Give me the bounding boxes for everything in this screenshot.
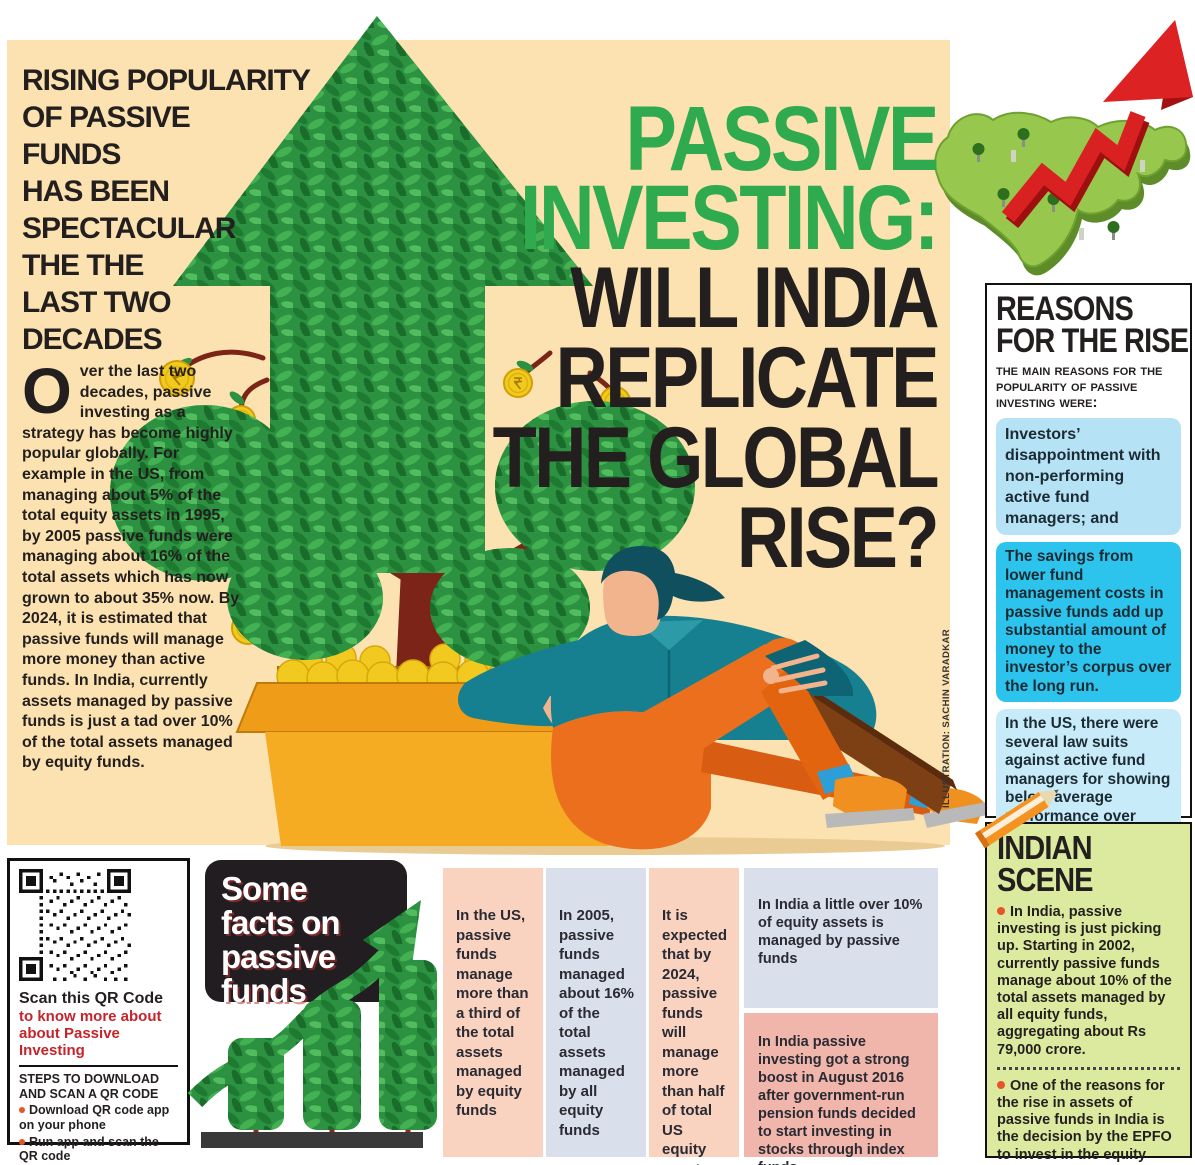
headline-line: FUNDS [22, 138, 121, 171]
qr-steps-title: STEPS TO DOWNLOAD AND SCAN A QR CODE [19, 1072, 160, 1101]
indian-scene-bullet: In India, passive investing is just pick… [997, 904, 1180, 1059]
headline-line: SPECTACULAR [22, 212, 236, 245]
facts-label-box: Some facts on passive funds [205, 860, 407, 1008]
illustrator-credit: ILLUSTRATION: SACHIN VARADKAR [941, 628, 952, 808]
headline-line: THE THE [22, 249, 144, 282]
reasons-title-line: REASONS [996, 290, 1134, 328]
reason-box: The savings from lower fund management c… [996, 542, 1181, 702]
dotted-separator [997, 1066, 1180, 1070]
indian-scene-title-line: INDIAN [997, 829, 1093, 866]
title-green-line: PASSIVE [625, 88, 939, 190]
headline-line: DECADES [22, 323, 163, 356]
reason-box: Investors’ disappointment with non-perfo… [996, 418, 1181, 535]
india-map-growth-illustration [934, 20, 1193, 276]
sitting-man [458, 546, 1001, 850]
intro-text: ver the last two decades, passive invest… [22, 363, 240, 772]
money-tree-illustration [110, 16, 1001, 855]
indian-scene-title: INDIAN SCENE [997, 829, 1158, 898]
qr-step: Run app and scan the QR code [19, 1135, 178, 1165]
main-title: PASSIVE INVESTING: WILL INDIA REPLICATE … [492, 88, 940, 586]
qr-step: Download QR code app on your phone [19, 1103, 178, 1133]
headline-line: RISING POPULARITY [22, 64, 311, 97]
fact-box: It is expected that by 2024, passive fun… [649, 868, 739, 1165]
facts-label-line: facts on [221, 904, 341, 941]
facts-label-line: passive [221, 938, 336, 975]
bullet-dot-icon [19, 1138, 25, 1145]
rising-red-arrow [1001, 20, 1193, 229]
qr-panel: Scan this QR Code to know more about abo… [7, 858, 190, 1163]
title-black-line: THE GLOBAL [492, 410, 940, 506]
bullet-text: In India, passive investing is just pick… [997, 904, 1172, 1058]
fact-box: In India passive investing got a strong … [744, 1013, 938, 1165]
reasons-panel: REASONS FOR THE RISE The main reasons fo… [985, 283, 1192, 851]
reasons-subtitle: The main reasons for the popularity of p… [996, 362, 1163, 411]
title-green-line: INVESTING: [519, 167, 940, 269]
title-black-line: REPLICATE [555, 330, 940, 426]
pencil-icon [974, 789, 1059, 849]
drop-cap: O [22, 355, 72, 427]
reasons-title-line: FOR THE RISE [996, 322, 1189, 360]
step-text: Download QR code app on your phone [19, 1103, 170, 1132]
qr-scan-subtitle: to know more about about Passive Investi… [19, 1008, 162, 1059]
leaf-growth-arrow [187, 900, 421, 1108]
ground-bar [201, 1132, 423, 1148]
facts-label-line: Some [221, 870, 308, 907]
facts-label-line: funds [221, 972, 307, 1009]
headline-line: LAST TWO [22, 286, 172, 319]
qr-scan-title: Scan this QR Code [19, 990, 164, 1007]
title-black-line: RISE? [736, 490, 940, 586]
bullet-dot-icon [997, 907, 1005, 915]
qr-code [19, 869, 132, 981]
fact-box: In India a little over 10% of equity ass… [744, 868, 938, 1008]
map-trees [972, 128, 1145, 240]
headline-line: HAS BEEN [22, 175, 170, 208]
title-black-line: WILL INDIA [570, 250, 939, 346]
reasons-title: REASONS FOR THE RISE [996, 290, 1189, 360]
bullet-dot-icon [19, 1107, 25, 1113]
divider [19, 1065, 178, 1067]
bullet-dot-icon [997, 1080, 1005, 1089]
indian-scene-title-line: SCENE [997, 861, 1094, 898]
step-text: Run app and scan the QR code [19, 1134, 159, 1164]
growing-bushes-illustration [187, 900, 437, 1148]
bullet-text: One of the reasons for the rise in asset… [997, 1077, 1172, 1165]
left-headline: RISING POPULARITY OF PASSIVE FUNDS HAS B… [22, 62, 322, 358]
indian-scene-panel: INDIAN SCENE In India, passive investing… [985, 822, 1192, 1165]
fact-box: In the US, passive funds manage more tha… [443, 868, 543, 1157]
fact-box: In 2005, passive funds managed about 16%… [546, 868, 646, 1157]
indian-scene-bullet: One of the reasons for the rise in asset… [997, 1078, 1180, 1165]
headline-line: OF PASSIVE [22, 101, 191, 134]
